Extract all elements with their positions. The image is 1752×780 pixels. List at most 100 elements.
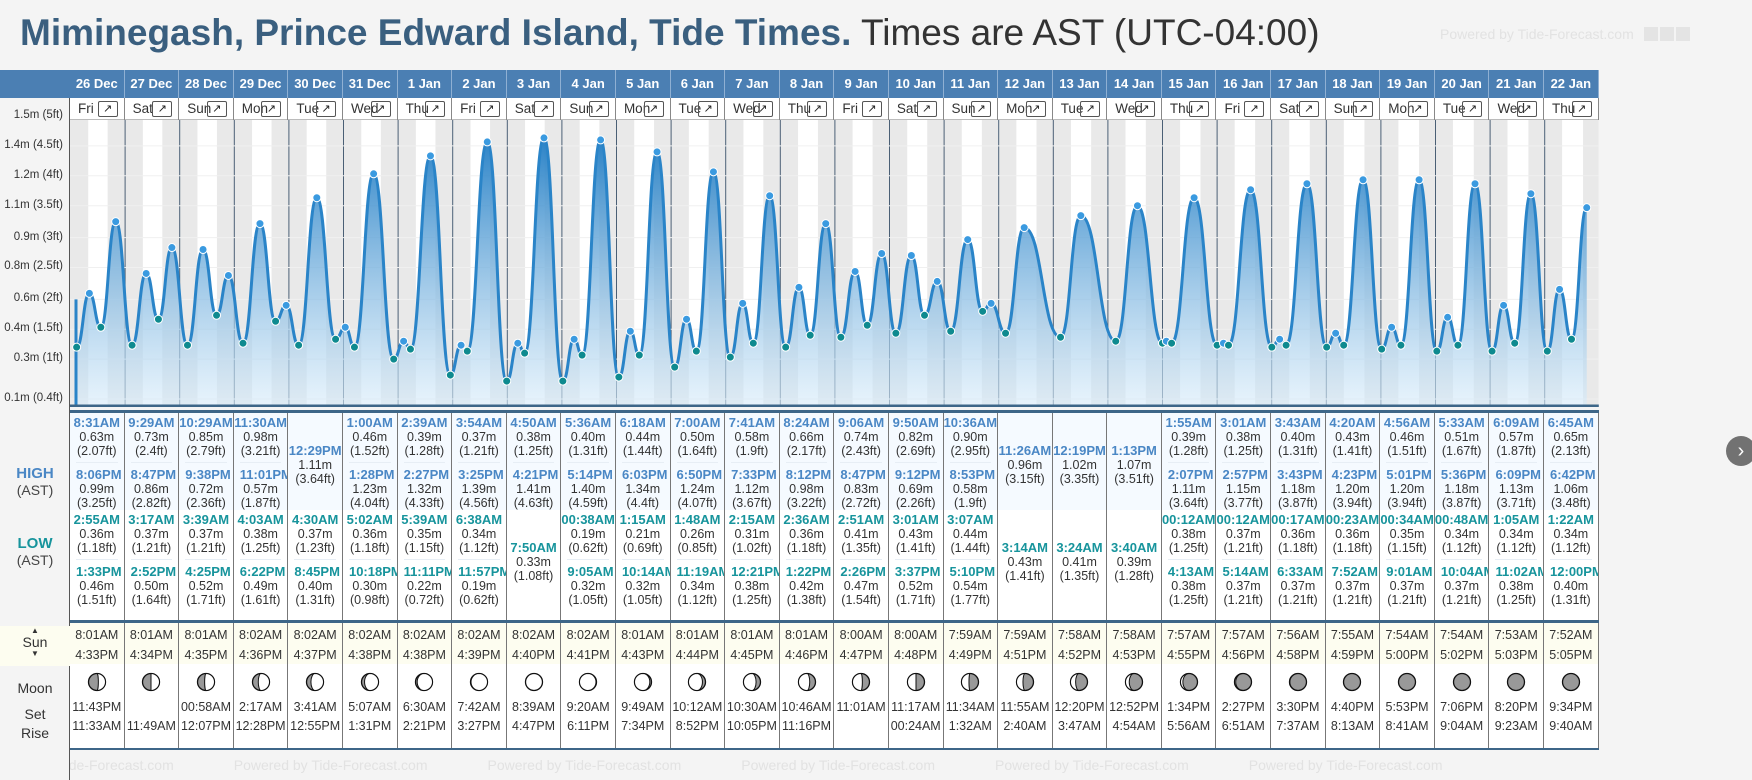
low-tide-cell: 00:12AM 0.37m (1.21ft) 5:14AM 0.37m (1.21ft) — [1216, 510, 1272, 620]
high-height-m: 0.40m — [1280, 430, 1316, 444]
low-event: 2:52PM 0.50m (1.64ft) — [130, 559, 177, 607]
sunset-time: 4:37PM — [293, 648, 337, 662]
high-event: 10:36AM 0.90m (2.95ft) — [944, 413, 998, 458]
expand-icon[interactable]: ↗ — [1244, 101, 1265, 117]
high-time: 9:38PM — [185, 467, 231, 482]
expand-icon[interactable]: ↗ — [152, 101, 173, 117]
high-event: 2:57PM 1.15m (3.77ft) — [1222, 462, 1268, 510]
expand-icon[interactable]: ↗ — [1189, 101, 1210, 117]
high-height-ft: (3.64ft) — [1168, 496, 1209, 510]
expand-icon[interactable]: ↗ — [315, 101, 336, 117]
low-event: 7:52AM 0.37m (1.21ft) — [1331, 559, 1378, 607]
high-tide-cell: 1:55AM 0.39m (1.28ft) 2:07PM 1.11m (3.64ft) — [1162, 413, 1217, 510]
expand-icon[interactable]: ↗ — [1025, 101, 1046, 117]
high-height-ft: (4.07ft) — [677, 496, 718, 510]
low-tide-cell: 00:12AM 0.38m (1.25ft) 4:13AM 0.38m (1.25ft) — [1162, 510, 1217, 620]
low-time: 4:03AM — [237, 512, 284, 527]
expand-icon[interactable]: ↗ — [1571, 101, 1592, 117]
moonrise-time: 11:49AM — [126, 719, 176, 733]
expand-icon[interactable]: ↗ — [1462, 101, 1483, 117]
high-time: 9:50AM — [892, 415, 939, 430]
sunrise-time: 8:01AM — [675, 628, 719, 642]
expand-icon[interactable]: ↗ — [971, 101, 992, 117]
sun-cell: 7:53AM 5:03PM — [1489, 623, 1545, 664]
expand-icon[interactable]: ↗ — [588, 101, 609, 117]
y-tick-label: 1.1m (3.5ft) — [4, 198, 63, 211]
low-height-ft: (1.12ft) — [1496, 541, 1537, 555]
expand-icon[interactable]: ↗ — [1407, 101, 1428, 117]
expand-icon[interactable]: ↗ — [861, 101, 882, 117]
low-tide-point — [1567, 334, 1576, 344]
sunrise-time: 7:58AM — [1057, 628, 1102, 642]
high-height-m: 0.57m — [243, 482, 278, 496]
moon-cell: 12:52PM 4:54AM — [1107, 664, 1162, 748]
moonset-time: 12:52PM — [1109, 700, 1160, 714]
sunrise-time: 8:00AM — [839, 628, 883, 642]
low-event: 11:57PM 0.19m (0.62ft) — [458, 559, 506, 607]
expand-icon[interactable]: ↗ — [370, 101, 391, 117]
high-height-ft: (4.04ft) — [349, 496, 390, 510]
high-tide-point — [255, 219, 265, 229]
moonrise-time: 5:56AM — [1167, 719, 1211, 733]
sunset-time: 5:03PM — [1494, 648, 1538, 662]
moon-times: 11:34AM 1:32AM — [944, 698, 998, 736]
expand-icon[interactable]: ↗ — [1134, 101, 1155, 117]
high-height-m: 0.43m — [1335, 430, 1370, 444]
expand-icon[interactable]: ↗ — [752, 101, 773, 117]
high-height-ft: (1.9ft) — [735, 444, 769, 458]
expand-icon[interactable]: ↗ — [698, 101, 719, 117]
moon-phase-icon — [1452, 672, 1471, 692]
tide-chart — [70, 120, 1599, 407]
sun-row: 8:01AM 4:33PM 8:01AM 4:34PM 8:01AM 4:35PM 8:02… — [70, 620, 1599, 664]
moon-cell: 9:34PM 9:40AM — [1544, 664, 1599, 748]
expand-icon[interactable]: ↗ — [425, 101, 446, 117]
moonset-time: 12:20PM — [1054, 700, 1105, 714]
expand-icon[interactable]: ↗ — [534, 101, 555, 117]
expand-icon[interactable]: ↗ — [916, 101, 937, 117]
scroll-next-button[interactable]: › — [1726, 436, 1752, 466]
low-event: 3:01AM 0.43m (1.41ft) — [889, 510, 943, 555]
expand-icon[interactable]: ↗ — [1298, 101, 1319, 117]
high-height-ft: (1.31ft) — [568, 444, 608, 458]
low-height-ft: (1.08ft) — [513, 569, 554, 583]
expand-icon[interactable]: ↗ — [479, 101, 500, 117]
low-event: 00:38AM 0.19m (0.62ft) — [561, 510, 615, 555]
high-tide-point — [1132, 201, 1142, 211]
high-height-m: 1.39m — [461, 482, 497, 496]
powered-by-link[interactable]: Powered by Tide-Forecast.com — [1440, 26, 1692, 44]
high-tide-cell: 10:29AM 0.85m (2.79ft) 9:38PM 0.72m (2.36ft) — [179, 413, 234, 510]
low-event: 12:21PM 0.38m (1.25ft) — [731, 559, 779, 607]
low-height-ft: (1.05ft) — [622, 593, 663, 607]
high-height-m: 1.11m — [1171, 482, 1206, 496]
high-time: 6:18AM — [619, 415, 666, 430]
low-height-ft: (1.05ft) — [568, 593, 608, 607]
high-height-ft: (3.64ft) — [295, 472, 335, 486]
expand-icon[interactable]: ↗ — [1353, 101, 1374, 117]
expand-icon[interactable]: ↗ — [807, 101, 828, 117]
high-time: 4:20AM — [1329, 415, 1376, 430]
expand-icon[interactable]: ↗ — [1517, 101, 1538, 117]
low-height-ft: (1.21ft) — [1332, 593, 1373, 607]
high-height-m: 1.07m — [1116, 458, 1152, 472]
high-tide-cell: 12:19PM 1.02m (3.35ft) — [1053, 413, 1108, 510]
moonset-time — [125, 698, 179, 717]
expand-icon[interactable]: ↗ — [97, 101, 118, 117]
low-height-ft: (1.21ft) — [1441, 593, 1482, 607]
high-height-m: 1.11m — [298, 458, 333, 472]
expand-icon[interactable]: ↗ — [206, 101, 227, 117]
weekday-label: Tue — [1060, 101, 1084, 116]
expand-icon[interactable]: ↗ — [643, 101, 664, 117]
high-height-m: 0.99m — [79, 482, 115, 496]
powered-by-text: Powered by Tide-Forecast.com — [233, 757, 428, 773]
expand-icon[interactable]: ↗ — [261, 101, 282, 117]
low-height-m: 0.34m — [1553, 527, 1589, 541]
sunrise-time: 7:55AM — [1330, 628, 1374, 642]
low-time: 2:52PM — [130, 564, 177, 579]
low-tide-point — [891, 328, 901, 338]
sunset-time: 4:48PM — [894, 648, 938, 662]
moonset-time: 5:53PM — [1385, 700, 1429, 714]
high-time: 4:50AM — [510, 415, 557, 430]
expand-icon[interactable]: ↗ — [1080, 101, 1101, 117]
high-height-ft: (3.67ft) — [732, 496, 772, 510]
moonset-time: 3:30PM — [1276, 700, 1320, 714]
